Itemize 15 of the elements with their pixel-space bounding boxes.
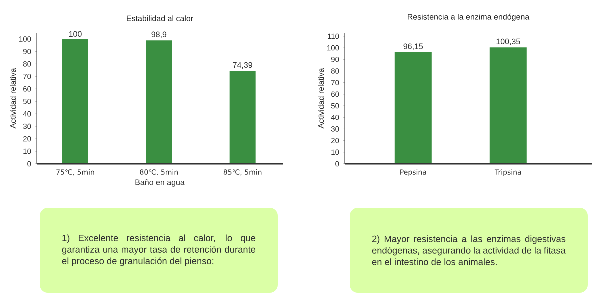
y-axis-title: Actividad relativa: [318, 68, 324, 129]
data-label: 96,15: [404, 44, 424, 50]
x-axis-title: Baño en agua: [136, 180, 185, 187]
bar: [230, 71, 256, 164]
text: 1) Excelente resistencia al calor, lo que garantiza una mayor tasa de retención durante el proceso de granulación del pienso;: [62, 234, 256, 266]
bar: [62, 39, 88, 164]
chart-title: Resistencia a la enzima endógena: [408, 14, 530, 22]
data-label: 100,35: [496, 38, 520, 46]
y-axis-title: Actividad relativa: [10, 68, 16, 129]
data-label: 100: [69, 31, 82, 38]
data-label: 98,9: [152, 32, 167, 38]
bar: [146, 40, 172, 164]
chart-title: Estabilidad al calor: [127, 16, 194, 22]
data-label: 74,39: [233, 62, 252, 69]
text: 2) Mayor resistencia a las enzimas digestivas endógenas, asegurando la actividad de la fitasa en el intestino de los animales.: [372, 236, 566, 266]
